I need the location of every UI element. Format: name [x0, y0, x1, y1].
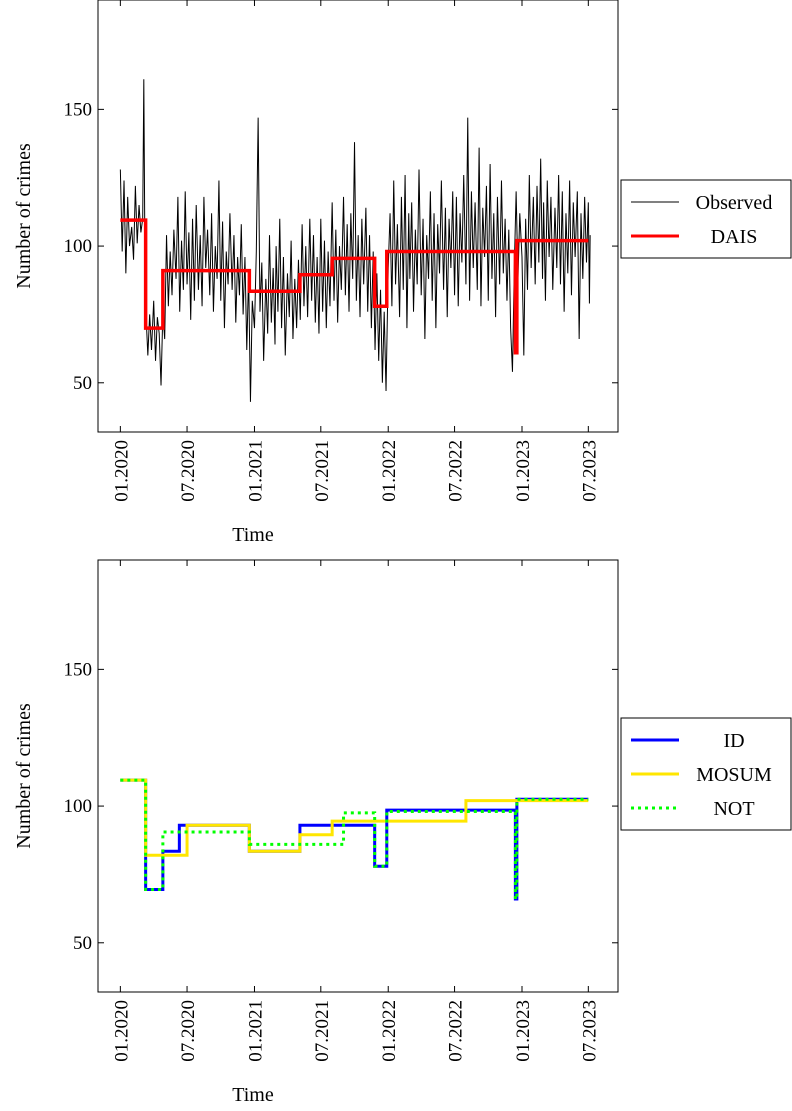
plot-area — [120, 778, 589, 901]
x-tick-label: 07.2020 — [178, 440, 199, 502]
x-tick-label: 01.2021 — [245, 1000, 266, 1062]
chart-panel-top: 50 100 150 01.2020 07.2020 01.2021 07.2021 01.2… — [13, 0, 792, 546]
x-tick-label: 07.2022 — [446, 440, 467, 502]
legend-label-mosum: MOSUM — [696, 764, 772, 786]
series-line-not — [120, 778, 589, 901]
series-line-mosum — [120, 778, 589, 857]
plot-frame — [97, 0, 619, 433]
x-tick-label: 07.2021 — [312, 1000, 333, 1062]
x-tick-label: 01.2022 — [379, 1000, 400, 1062]
legend-label-id: ID — [723, 730, 744, 752]
x-tick-label: 01.2020 — [111, 1000, 132, 1062]
series-line-dais — [120, 218, 589, 355]
x-tick-label: 01.2022 — [379, 440, 400, 502]
y-tick-label: 150 — [64, 99, 93, 120]
y-axis-label: Number of crimes — [13, 703, 35, 849]
x-tick-label: 01.2021 — [245, 440, 266, 502]
x-tick-label: 07.2023 — [579, 440, 600, 502]
x-tick-label: 07.2020 — [178, 1000, 199, 1062]
legend-label-not: NOT — [713, 798, 754, 820]
legend-box — [620, 179, 792, 259]
y-axis-label: Number of crimes — [13, 143, 35, 289]
x-tick-label: 07.2021 — [312, 440, 333, 502]
x-tick-label: 01.2023 — [513, 1000, 534, 1062]
legend-label-observed: Observed — [696, 192, 773, 214]
x-tick-label: 01.2020 — [111, 440, 132, 502]
y-tick-label: 50 — [73, 933, 92, 954]
plot-area — [119, 79, 591, 402]
x-axis-label: Time — [232, 524, 274, 546]
y-tick-label: 100 — [64, 236, 93, 257]
plot-frame — [97, 559, 619, 993]
series-line-observed — [119, 79, 591, 402]
x-tick-label: 01.2023 — [513, 440, 534, 502]
chart-panel-bottom: 50 100 150 01.2020 07.2020 01.2021 07.2021 01.2… — [13, 559, 792, 1106]
x-tick-label: 07.2022 — [446, 1000, 467, 1062]
legend: Observed DAIS — [620, 179, 792, 259]
legend: ID MOSUM NOT — [620, 717, 792, 831]
x-axis-label: Time — [232, 1084, 274, 1106]
legend-label-dais: DAIS — [711, 226, 758, 248]
y-tick-label: 150 — [64, 659, 93, 680]
y-tick-label: 50 — [73, 373, 92, 394]
y-tick-label: 100 — [64, 796, 93, 817]
x-tick-label: 07.2023 — [579, 1000, 600, 1062]
